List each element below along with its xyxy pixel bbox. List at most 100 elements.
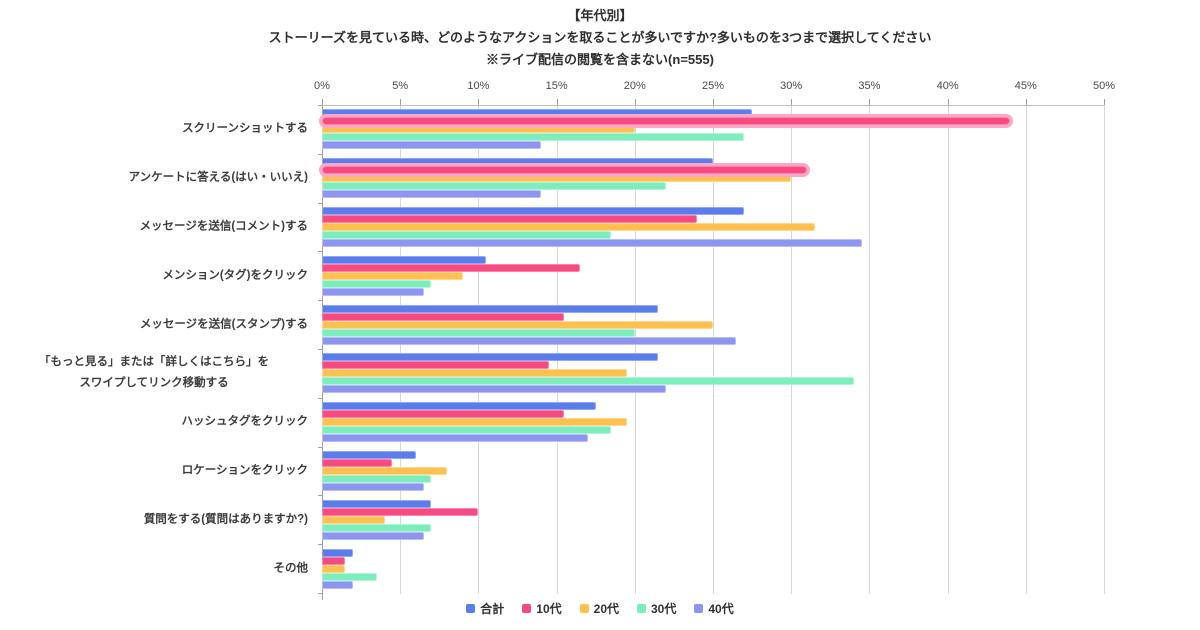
chart-title-note: ※ライブ配信の閲覧を含まない(n=555) [486,52,714,67]
axis-tick [1104,99,1105,105]
chart-title-tag: 【年代別】 [567,8,633,23]
category-group: メンション(タグ)をクリック [0,251,1200,300]
bar-10代-0 [322,117,1011,126]
axis-tick-label: 15% [545,80,568,92]
bar-20代-4 [322,320,713,329]
legend-item-合計: 合計 [466,600,504,617]
bar-合計-6 [322,402,596,411]
bar-10代-8 [322,507,479,516]
legend-label: 20代 [593,602,619,616]
category-group: 「もっと見る」または「詳しくはこちら」を スワイプしてリンク移動する [0,349,1200,398]
bar-40代-7 [322,482,424,491]
gridline [1104,105,1105,594]
axis-tick-label: 35% [858,80,881,92]
axis-tick-label: 40% [936,80,959,92]
legend-label: 合計 [480,602,505,616]
category-group: ロケーションをクリック [0,447,1200,496]
bar-20代-9 [322,564,346,573]
bar-40代-5 [322,385,667,394]
gridline [869,105,871,594]
axis-tick [791,99,793,105]
gridline [478,105,480,594]
bar-chart: 0% 5% 10% 15% 20% 25% 30% 35% 40% 45% 50% スクリーンショット… [0,80,1200,600]
axis-tick [713,99,714,105]
category-label: メンション(タグ)をクリック [162,269,308,282]
gridline [400,105,402,594]
bar-40代-4 [322,336,737,345]
axis-tick [322,99,323,105]
bar-10代-5 [322,361,549,370]
category-label: ハッシュタグをクリック [181,415,309,428]
legend-label: 10代 [536,602,562,616]
bar-30代-5 [322,377,854,386]
gridline [713,105,714,594]
legend-item-20代: 20代 [579,600,619,617]
legend-swatch-icon [466,604,476,613]
bar-30代-1 [322,182,667,191]
bar-10代-3 [322,263,581,272]
legend-item-30代: 30代 [637,600,676,617]
axis-tick [400,99,402,105]
category-group: ハッシュタグをクリック [0,398,1200,447]
axis-tick [634,99,636,105]
bar-30代-9 [322,572,377,581]
category-label: スクリーンショットする [182,122,308,135]
bar-30代-3 [322,279,432,288]
bar-合計-1 [322,158,713,167]
bar-40代-6 [322,434,588,443]
bar-30代-0 [322,133,745,142]
axis-tick-label: 50% [1092,80,1116,92]
bar-20代-3 [322,271,463,280]
category-axis-tick [318,446,322,448]
category-group: その他 [0,544,1200,593]
legend-swatch-icon [637,604,646,613]
legend-swatch-icon [522,604,532,613]
legend-label: 40代 [708,602,734,616]
bar-30代-7 [322,474,432,483]
axis-tick-label: 5% [392,80,409,92]
category-axis-tick [318,544,322,546]
category-group: アンケートに答える(はい・いいえ) [0,154,1200,203]
gridline [1025,105,1027,594]
bar-合計-5 [322,353,659,362]
category-axis-tick [318,593,322,594]
axis-tick [478,99,480,105]
bar-合計-8 [322,499,432,508]
bar-40代-8 [322,531,424,540]
bar-10代-2 [322,214,698,223]
axis-tick-label: 45% [1014,80,1037,92]
bar-30代-8 [322,523,432,532]
axis-tick-label: 10% [467,80,490,92]
bar-40代-1 [322,190,541,199]
bar-10代-4 [322,312,565,321]
chart-title-question: ストーリーズを見ている時、どのようなアクションを取ることが多いですか?多いものを… [268,30,932,45]
category-label: 「もっと見る」または「詳しくはこちら」を スワイプしてリンク移動する [39,356,269,390]
category-label: 質問をする(質問はありますか?) [143,513,308,526]
category-axis-tick [318,397,322,399]
bar-30代-2 [322,230,612,239]
category-label: アンケートに答える(はい・いいえ) [128,171,308,184]
bar-合計-4 [322,304,659,313]
gridline [947,105,949,594]
bar-40代-3 [322,287,424,296]
gridline [556,105,558,594]
bar-30代-4 [322,328,635,337]
bar-20代-2 [322,222,815,231]
legend-label: 30代 [651,602,677,616]
category-label: メッセージを送信(コメント)する [139,220,308,233]
bar-40代-2 [322,238,862,247]
category-label: ロケーションをクリック [181,464,308,477]
category-label: メッセージを送信(スタンプ)する [139,318,308,331]
axis-tick-label: 30% [780,80,803,92]
axis-tick [947,99,949,105]
bar-20代-5 [322,369,627,378]
category-axis-tick [318,202,322,204]
bar-合計-0 [322,109,753,118]
bar-10代-6 [322,410,565,419]
legend-swatch-icon [694,604,704,613]
bar-合計-3 [322,255,487,264]
category-axis-tick [318,495,322,497]
category-axis-tick [318,153,322,155]
category-group: メッセージを送信(スタンプ)する [0,300,1200,349]
chart-title-block: 【年代別】 ストーリーズを見ている時、どのようなアクションを取ることが多いですか… [0,5,1200,71]
